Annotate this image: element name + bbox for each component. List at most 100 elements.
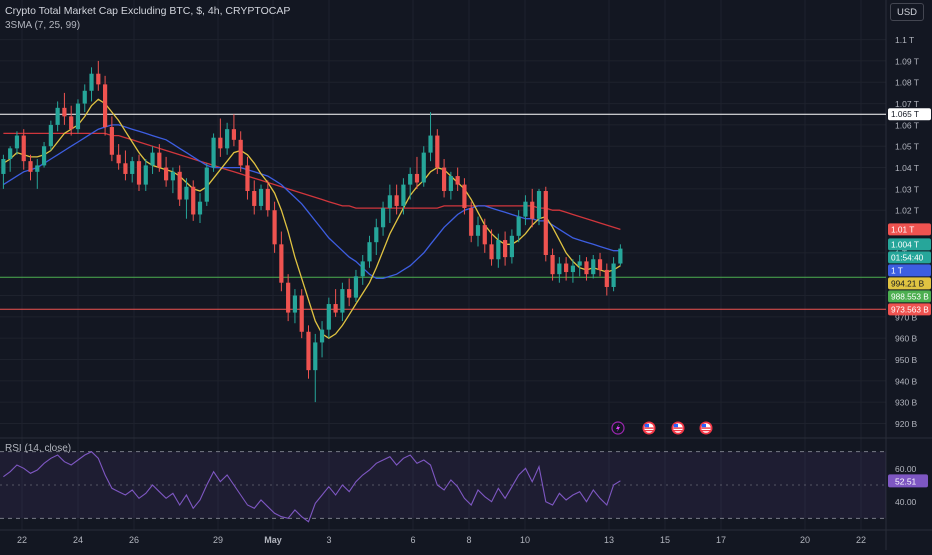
candle[interactable] xyxy=(401,178,406,215)
candle[interactable] xyxy=(41,141,47,168)
candle[interactable] xyxy=(238,131,243,172)
candle[interactable] xyxy=(435,129,440,174)
candle[interactable] xyxy=(48,120,53,151)
candle[interactable] xyxy=(347,278,352,307)
candle[interactable] xyxy=(482,218,487,253)
candle[interactable] xyxy=(523,195,528,226)
candle[interactable] xyxy=(292,289,298,324)
candle[interactable] xyxy=(509,229,514,264)
candle[interactable] xyxy=(150,146,155,174)
candle[interactable] xyxy=(380,201,386,236)
candle[interactable] xyxy=(170,167,175,194)
candle[interactable] xyxy=(387,184,392,223)
candle[interactable] xyxy=(516,210,521,243)
candle[interactable] xyxy=(89,67,94,102)
candle[interactable] xyxy=(130,156,135,183)
us-flag-icon[interactable] xyxy=(699,421,713,435)
candle[interactable] xyxy=(252,180,257,215)
candle[interactable] xyxy=(319,321,325,358)
candle[interactable] xyxy=(408,167,413,200)
candle[interactable] xyxy=(421,146,426,187)
candle[interactable] xyxy=(265,180,270,217)
candle[interactable] xyxy=(211,133,216,172)
candle[interactable] xyxy=(8,146,13,172)
candle[interactable] xyxy=(557,257,562,283)
candle[interactable] xyxy=(340,282,345,322)
candle[interactable] xyxy=(604,263,609,296)
candle[interactable] xyxy=(367,235,372,268)
candle[interactable] xyxy=(618,244,623,266)
candle[interactable] xyxy=(204,163,209,206)
candle[interactable] xyxy=(258,184,264,211)
candle[interactable] xyxy=(496,233,501,268)
candle[interactable] xyxy=(577,254,582,277)
candle[interactable] xyxy=(462,178,467,215)
candle[interactable] xyxy=(469,201,474,243)
candle[interactable] xyxy=(75,99,81,134)
candle[interactable] xyxy=(455,167,460,192)
candle[interactable] xyxy=(21,129,26,170)
candle[interactable] xyxy=(116,144,121,170)
candle[interactable] xyxy=(62,92,67,125)
candle[interactable] xyxy=(299,289,304,339)
candle[interactable] xyxy=(353,269,359,302)
candle[interactable] xyxy=(184,178,189,219)
candle[interactable] xyxy=(414,156,420,189)
candle[interactable] xyxy=(191,180,196,221)
candle[interactable] xyxy=(611,257,616,292)
candle[interactable] xyxy=(102,75,108,136)
candle[interactable] xyxy=(503,231,508,266)
candle[interactable] xyxy=(197,193,203,223)
indicator-legend[interactable]: 3SMA (7, 25, 99) xyxy=(5,20,81,31)
candle[interactable] xyxy=(360,254,365,285)
candle[interactable] xyxy=(475,216,481,247)
candle[interactable] xyxy=(279,231,284,292)
candle[interactable] xyxy=(14,131,20,155)
candle[interactable] xyxy=(536,188,542,226)
candle[interactable] xyxy=(35,159,40,189)
us-flag-icon[interactable] xyxy=(671,421,685,435)
currency-button[interactable]: USD xyxy=(890,3,924,21)
candle[interactable] xyxy=(157,144,162,172)
candle[interactable] xyxy=(333,289,338,317)
candle[interactable] xyxy=(245,156,250,200)
candle[interactable] xyxy=(428,112,433,162)
candle[interactable] xyxy=(489,229,494,266)
candle[interactable] xyxy=(218,118,223,157)
candle[interactable] xyxy=(164,156,169,187)
candle[interactable] xyxy=(136,154,142,192)
candle[interactable] xyxy=(550,248,555,281)
candle[interactable] xyxy=(584,257,589,281)
candle[interactable] xyxy=(1,154,6,189)
candle[interactable] xyxy=(448,171,453,200)
candle[interactable] xyxy=(231,114,237,147)
candle[interactable] xyxy=(374,218,379,255)
rsi-legend[interactable]: RSI (14, close) xyxy=(5,443,72,454)
candle[interactable] xyxy=(177,165,182,206)
candle[interactable] xyxy=(109,116,114,162)
candle[interactable] xyxy=(570,259,576,283)
candle[interactable] xyxy=(543,186,548,262)
candle[interactable] xyxy=(69,105,74,136)
candle[interactable] xyxy=(326,297,331,339)
candle[interactable] xyxy=(441,159,447,198)
lightning-icon[interactable] xyxy=(611,421,625,435)
candle[interactable] xyxy=(591,254,596,279)
candle[interactable] xyxy=(143,159,148,192)
candle[interactable] xyxy=(394,184,399,215)
us-flag-icon[interactable] xyxy=(642,421,656,435)
candle[interactable] xyxy=(225,122,230,155)
candle[interactable] xyxy=(123,150,128,181)
candle[interactable] xyxy=(96,60,101,91)
candle[interactable] xyxy=(313,333,318,403)
candle[interactable] xyxy=(272,201,277,253)
candle[interactable] xyxy=(82,84,87,113)
candle[interactable] xyxy=(286,274,291,322)
candle[interactable] xyxy=(28,154,33,181)
candle[interactable] xyxy=(530,188,535,228)
candle[interactable] xyxy=(55,101,60,132)
candle[interactable] xyxy=(564,257,569,281)
candle[interactable] xyxy=(306,325,311,379)
